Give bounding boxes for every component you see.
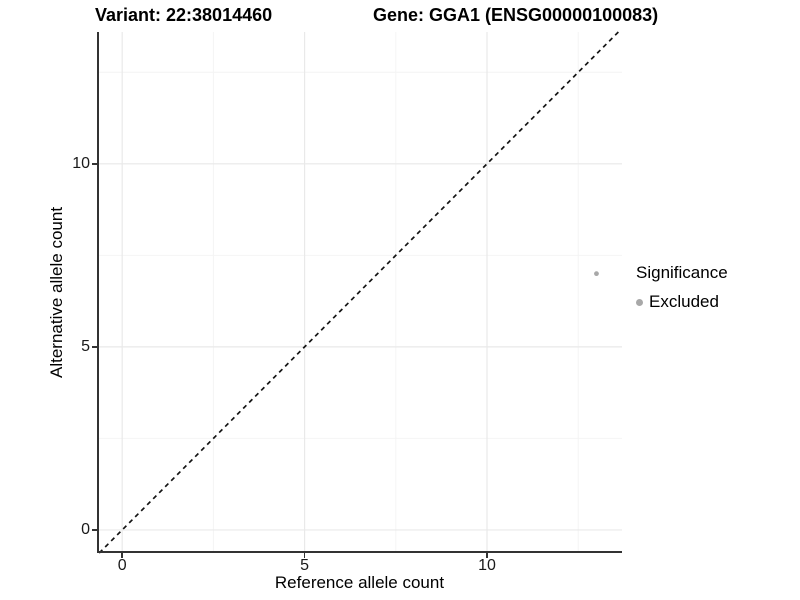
variant-title: Variant: 22:38014460 — [95, 5, 273, 25]
x-tick-mark — [303, 553, 306, 558]
plot-panel — [97, 31, 622, 554]
legend-title: Significance — [636, 263, 728, 282]
x-tick-mark — [121, 553, 123, 558]
y-axis-title: Alternative allele count — [47, 206, 66, 379]
legend-items: Excluded — [636, 292, 728, 312]
y-tick-label: 10 — [72, 154, 90, 172]
y-tick-mark — [92, 529, 97, 531]
x-tick-mark — [486, 553, 488, 558]
x-axis-title: Reference allele count — [274, 573, 445, 592]
legend: Significance Excluded — [636, 263, 728, 312]
y-tick-mark — [92, 163, 97, 165]
legend-item-label: Excluded — [649, 292, 719, 311]
y-tick-label: 0 — [81, 520, 90, 538]
x-tick-label: 10 — [478, 557, 496, 574]
x-tick-label: 0 — [117, 557, 127, 574]
y-tick-label: 5 — [81, 337, 90, 355]
x-tick-label: 5 — [300, 557, 310, 574]
plot-canvas — [97, 31, 622, 554]
legend-key-dot-icon — [636, 298, 643, 306]
gene-title: Gene: GGA1 (ENSG00000100083) — [373, 5, 659, 25]
legend-item: Excluded — [636, 292, 728, 312]
y-tick-mark — [92, 346, 97, 348]
data-point — [594, 271, 599, 277]
identity-reference-line — [98, 31, 619, 554]
